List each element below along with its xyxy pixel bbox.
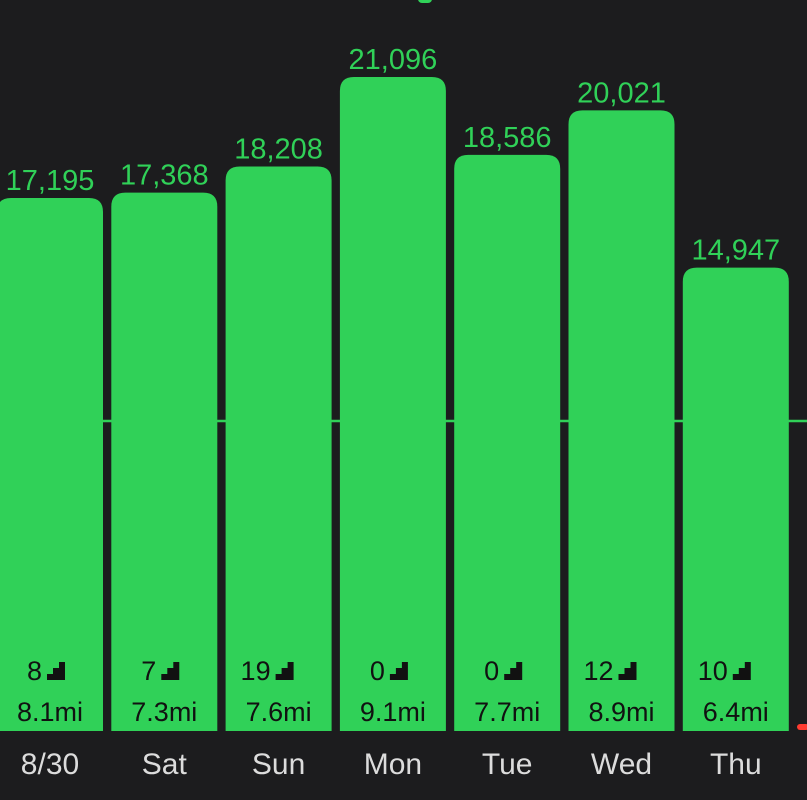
category-label: Sun [252, 748, 305, 781]
bar-value-label: 17,195 [6, 165, 95, 197]
flights-climbed-label: 19 [241, 656, 271, 686]
bar-mon[interactable] [339, 77, 446, 732]
category-label: Thu [710, 748, 762, 781]
distance-label: 7.7mi [474, 697, 540, 727]
flights-climbed-label: 0 [484, 656, 499, 686]
bar-value-label: 17,368 [120, 160, 209, 192]
bar-thu[interactable] [682, 267, 789, 731]
bar-value-label: 18,586 [463, 122, 552, 154]
bar-tue[interactable] [454, 154, 561, 732]
bar-value-label: 20,021 [577, 77, 666, 109]
stairs-icon [389, 662, 408, 680]
stairs-icon [504, 662, 523, 680]
flights-climbed-label: 7 [141, 656, 156, 686]
offscreen-title-fragment [418, 0, 432, 3]
stairs-icon [618, 662, 637, 680]
flights-climbed-label: 12 [583, 656, 613, 686]
distance-label: 7.6mi [246, 697, 312, 727]
bar-value-label: 18,208 [234, 134, 323, 166]
category-label: 8/30 [21, 748, 79, 781]
category-label: Wed [591, 748, 652, 781]
category-label: Mon [364, 748, 422, 781]
bar-wed[interactable] [568, 110, 675, 731]
category-label: Sat [142, 748, 188, 781]
stairs-icon [161, 662, 180, 680]
range-indicator [797, 724, 807, 730]
bar-8-30[interactable] [0, 197, 103, 731]
bar-value-label: 21,096 [349, 44, 438, 76]
flights-climbed-label: 8 [27, 656, 42, 686]
stairs-icon [732, 662, 751, 680]
distance-label: 9.1mi [360, 697, 426, 727]
category-label: Tue [482, 748, 533, 781]
flights-climbed-label: 0 [370, 656, 385, 686]
stairs-icon [47, 662, 65, 680]
distance-label: 6.4mi [703, 697, 769, 727]
bar-value-label: 14,947 [691, 235, 780, 267]
distance-label: 7.3mi [131, 697, 197, 727]
bar-sat[interactable] [111, 192, 218, 732]
distance-label: 8.1mi [17, 697, 83, 727]
stairs-icon [275, 662, 294, 680]
distance-label: 8.9mi [588, 697, 654, 727]
flights-climbed-label: 10 [698, 656, 728, 686]
bar-sun[interactable] [225, 166, 332, 731]
